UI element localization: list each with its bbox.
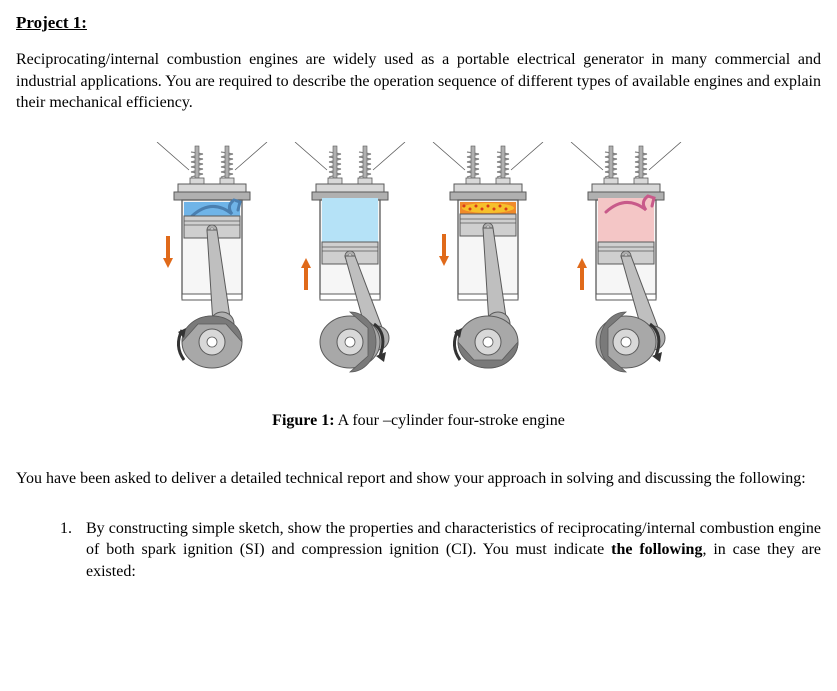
intro-paragraph: Reciprocating/internal combustion engine… [16,49,821,114]
task-intro: You have been asked to deliver a detaile… [16,468,821,490]
project-title: Project 1: [16,12,821,35]
engine-diagram-row [147,142,691,392]
list-text: By constructing simple sketch, show the … [86,518,821,583]
caption-text: A four –cylinder four-stroke engine [335,412,565,429]
engine-cylinder [423,142,553,392]
engine-cylinder [147,142,277,392]
list-number: 1. [60,518,86,583]
list-item-1: 1. By constructing simple sketch, show t… [60,518,821,583]
ordered-list: 1. By constructing simple sketch, show t… [60,518,821,583]
engine-cylinder [561,142,691,392]
figure-caption: Figure 1: A four –cylinder four-stroke e… [16,410,821,432]
caption-label: Figure 1: [272,412,334,429]
engine-cylinder [285,142,415,392]
figure-1: Figure 1: A four –cylinder four-stroke e… [16,142,821,432]
list-text-bold: the following [611,541,702,558]
